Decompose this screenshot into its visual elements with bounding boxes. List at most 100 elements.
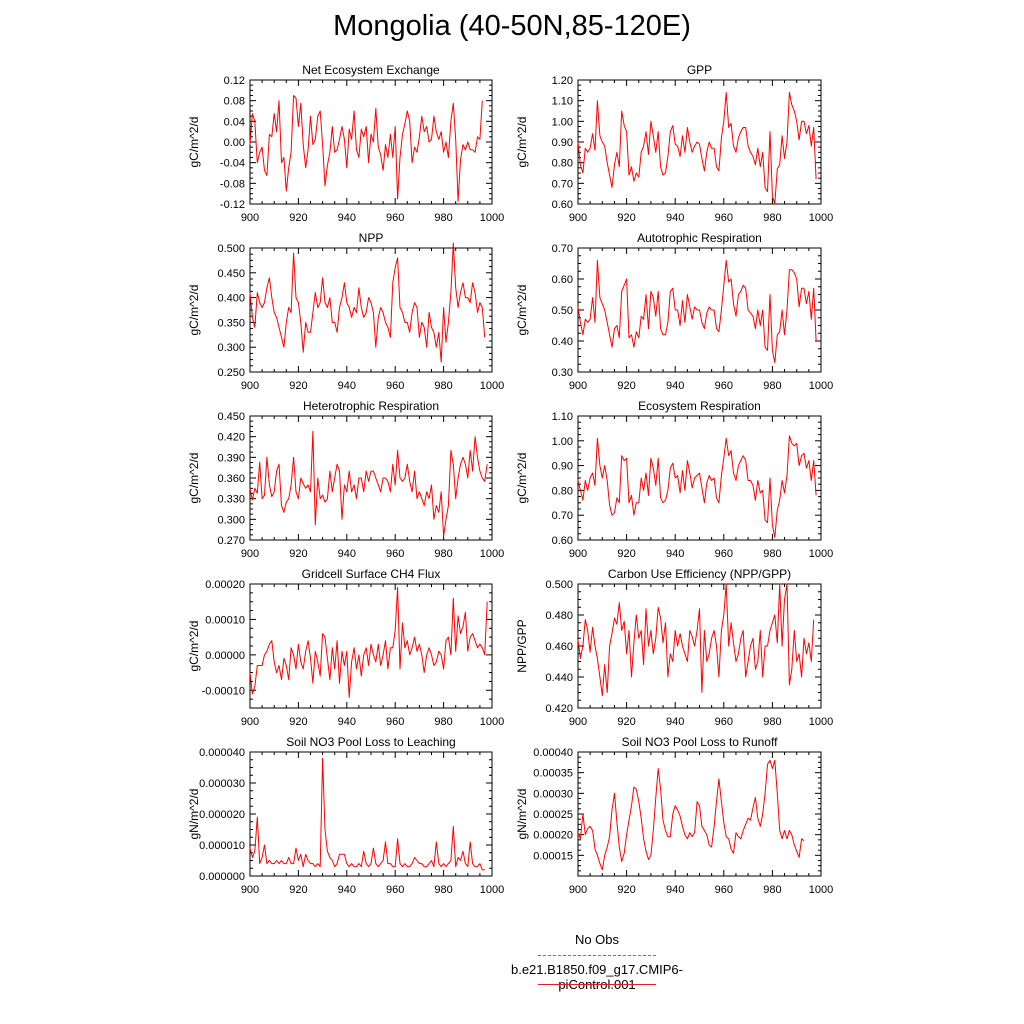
x-tick-label: 980 [434,380,452,392]
y-tick-label: 0.300 [217,514,245,526]
series-line [249,242,486,363]
x-tick-label: 940 [666,380,684,392]
y-tick-label: 0.00 [224,137,245,149]
y-tick-label: 0.80 [552,158,573,170]
x-tick-label: 920 [617,380,635,392]
y-tick-label: 0.420 [217,432,245,444]
y-tick-label: 0.500 [217,243,245,255]
y-tick-label: 0.440 [545,672,573,684]
y-tick-label: 0.000030 [199,778,245,790]
series-line [577,583,815,697]
series-line [249,430,488,537]
x-tick-label: 900 [241,884,259,896]
x-tick-label: 1000 [480,548,504,560]
panel-title: Ecosystem Respiration [638,399,761,413]
y-tick-label: 0.30 [552,367,573,379]
y-tick-label: 0.330 [217,494,245,506]
y-tick-label: 0.00040 [533,747,573,759]
y-tick-label: 0.00035 [533,768,573,780]
y-tick-label: 0.12 [224,75,245,87]
y-tick-label: 0.00020 [205,579,245,591]
y-tick-label: 0.000040 [199,747,245,759]
y-tick-label: 0.80 [552,485,573,497]
y-tick-label: 0.000000 [199,871,245,883]
y-axis-label: gN/m^2/d [515,789,529,840]
panel-title: Carbon Use Efficiency (NPP/GPP) [608,567,791,581]
y-axis-label: gC/m^2/d [187,621,201,672]
y-tick-label: 0.000020 [199,809,245,821]
x-tick-label: 960 [386,716,404,728]
y-tick-label: 0.450 [217,268,245,280]
plot-frame [249,751,493,877]
y-tick-label: 0.40 [552,336,573,348]
x-tick-label: 1000 [809,884,833,896]
y-tick-label: 1.10 [552,96,573,108]
x-tick-label: 920 [289,716,307,728]
x-tick-label: 920 [617,212,635,224]
legend-line-no-obs [538,955,656,956]
x-tick-label: 920 [289,212,307,224]
x-tick-label: 940 [338,548,356,560]
x-tick-label: 900 [241,380,259,392]
x-tick-label: 980 [763,380,781,392]
x-tick-label: 980 [434,716,452,728]
y-tick-label: 0.90 [552,461,573,473]
x-tick-label: 960 [715,548,733,560]
y-tick-label: 0.70 [552,510,573,522]
x-tick-label: 960 [715,884,733,896]
x-tick-label: 1000 [480,884,504,896]
x-tick-label: 1000 [809,716,833,728]
y-tick-label: 0.390 [217,452,245,464]
plot-frame [577,79,822,205]
x-tick-label: 940 [666,548,684,560]
x-tick-label: 940 [666,212,684,224]
chart-panel-10: Soil NO3 Pool Loss to Runoff gN/m^2/d 900 9… [515,735,833,896]
series-line [249,757,485,871]
series-line [249,587,488,698]
x-tick-label: 1000 [809,380,833,392]
x-tick-label: 940 [338,884,356,896]
x-tick-label: 1000 [480,716,504,728]
y-tick-label: 0.360 [217,473,245,485]
chart-panel-1: Net Ecosystem Exchange gC/m^2/d 900 920 940 9… [187,63,504,224]
series-line [249,95,483,202]
y-tick-label: 0.450 [217,411,245,423]
x-tick-label: 1000 [480,212,504,224]
x-tick-label: 920 [617,716,635,728]
y-tick-label: 1.10 [552,411,573,423]
x-tick-label: 980 [763,548,781,560]
panel-title: Heterotrophic Respiration [303,399,439,413]
chart-panel-2: GPP gC/m^2/d 900 920 940 960 980 1000 0.60 0.70 0.… [515,63,833,224]
y-tick-label: 0.00020 [533,830,573,842]
y-tick-label: 0.00000 [205,650,245,662]
x-tick-label: 900 [569,380,587,392]
x-tick-label: 900 [241,548,259,560]
x-tick-label: 960 [386,212,404,224]
x-tick-label: 960 [386,548,404,560]
y-tick-label: 0.300 [217,342,245,354]
chart-panel-6: Ecosystem Respiration gC/m^2/d 900 920 940 96… [515,399,833,560]
y-tick-label: -0.00010 [202,685,245,697]
y-tick-label: 0.00030 [533,788,573,800]
x-tick-label: 1000 [809,548,833,560]
plot-frame [249,415,493,541]
x-tick-label: 960 [715,212,733,224]
x-tick-label: 940 [666,716,684,728]
series-line [577,759,805,871]
chart-panel-4: Autotrophic Respiration gC/m^2/d 900 920 940… [515,231,833,392]
y-tick-label: 0.04 [224,116,245,128]
y-tick-label: 1.00 [552,436,573,448]
plot-frame [577,415,822,541]
y-tick-label: 0.60 [552,535,573,547]
x-tick-label: 920 [617,548,635,560]
y-tick-label: 0.460 [545,641,573,653]
y-axis-label: gC/m^2/d [515,453,529,504]
panel-title: Gridcell Surface CH4 Flux [302,567,441,581]
y-tick-label: 1.00 [552,116,573,128]
panel-title: Soil NO3 Pool Loss to Leaching [286,735,455,749]
y-tick-label: 0.90 [552,137,573,149]
x-tick-label: 1000 [809,212,833,224]
x-tick-label: 980 [434,884,452,896]
y-tick-label: 0.00010 [205,614,245,626]
legend-label-model: b.e21.B1850.f09_g17.CMIP6-piControl.001 [510,962,683,992]
